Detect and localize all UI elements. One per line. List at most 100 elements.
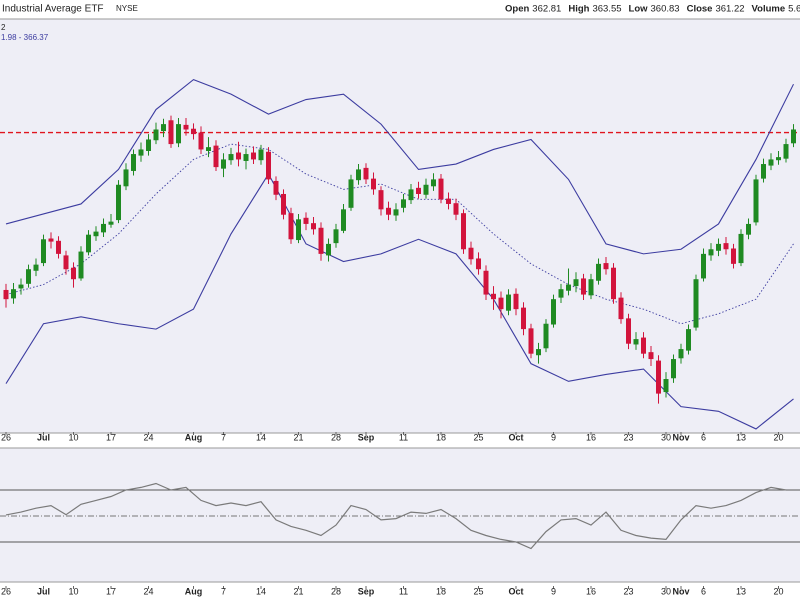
candle-body [228,154,234,161]
x-tick-label: Oct [508,586,523,596]
candle-body [48,238,54,242]
candle-body [356,169,361,181]
x-tick-label: 24 [143,586,153,596]
candle-body [378,190,384,210]
x-tick-label: 18 [436,432,446,442]
candle-body [551,299,556,325]
candle-body [498,297,504,310]
indicator-line [5,482,787,550]
header-exchange: NYSE [116,4,138,13]
candle-body [558,289,564,298]
x-tick-label: 23 [623,586,633,596]
candle-body [116,184,121,221]
candle-body [723,243,729,250]
candle-body [341,209,346,231]
x-tick-label: 16 [586,586,596,596]
price-panel [0,19,800,433]
candle-body [236,152,241,160]
candle-body [791,129,796,144]
candle-body [521,307,526,330]
x-tick-label: Sep [358,586,375,596]
candle-body [33,264,39,271]
candle-body [513,293,519,310]
x-tick-label: 10 [68,586,78,596]
candle-body [603,263,609,270]
x-tick-label: Jul [37,432,50,442]
x-tick-label: Nov [672,432,689,442]
x-tick-label: 26 [1,432,11,442]
x-tick-label: 11 [399,432,408,442]
candle-body [326,243,331,256]
x-tick-label: 13 [736,586,746,596]
candle-body [273,180,279,195]
band-line [5,143,794,325]
x-tick-label: Aug [185,432,203,442]
candle-body [536,349,541,356]
x-tick-label: Jul [37,586,50,596]
x-tick-label: 20 [773,586,783,596]
candle-body [528,328,534,354]
candle-body [776,157,781,161]
header-bar [0,0,800,19]
candle-body [386,207,391,215]
candle-body [198,132,204,150]
candle-body [206,147,211,151]
candle-body [401,199,406,208]
candle-body [581,278,586,295]
header-field-label: Open [505,4,529,15]
legend-text: 2 [1,23,6,32]
candle-body [731,248,736,264]
candle-body [86,234,91,253]
candle-body [438,178,444,200]
candle-body [26,269,31,284]
candle-body [656,360,661,394]
candle-body [266,151,271,180]
candle-body [288,213,294,240]
candle-body [251,152,256,160]
header-field-label: High [568,4,589,15]
candle-body [476,258,481,270]
candle-body [168,120,174,145]
candle-body [371,178,376,190]
candle-body [363,167,369,180]
candle-body [153,129,159,141]
candle-body [3,289,9,300]
x-tick-label: 20 [773,432,783,442]
candle-body [693,279,699,328]
x-tick-label: 21 [293,432,303,442]
candle-body [11,289,16,299]
candle-body [461,213,466,250]
candle-body [626,318,631,344]
candle-body [281,193,286,215]
indicator-panel [0,448,800,582]
candle-body [101,223,106,233]
x-tick-label: 28 [331,432,341,442]
candle-body [671,359,676,379]
x-tick-label: Oct [508,432,523,442]
candle-body [701,253,706,279]
candle-body [453,203,459,215]
candle-body [491,293,496,300]
candle-body [431,179,436,187]
candle-body [648,352,654,360]
x-tick-label: 17 [106,586,116,596]
candle-body [483,270,489,295]
header-field-label: Close [687,4,713,15]
candle-body [71,267,76,280]
header-field-label: Volume [752,4,786,15]
candle-body [716,243,721,251]
candle-body [641,337,646,354]
candle-body [258,149,264,161]
x-tick-label: 26 [1,586,11,596]
header-field-value: 360.83 [651,4,680,15]
x-tick-label: 10 [68,432,78,442]
candle-body [138,149,144,156]
x-tick-label: Sep [358,432,375,442]
candle-body [243,154,249,161]
candle-body [303,217,309,224]
candle-body [311,223,316,230]
x-tick-label: 30 [661,586,671,596]
candle-body [588,279,594,296]
x-tick-label: 25 [473,586,483,596]
